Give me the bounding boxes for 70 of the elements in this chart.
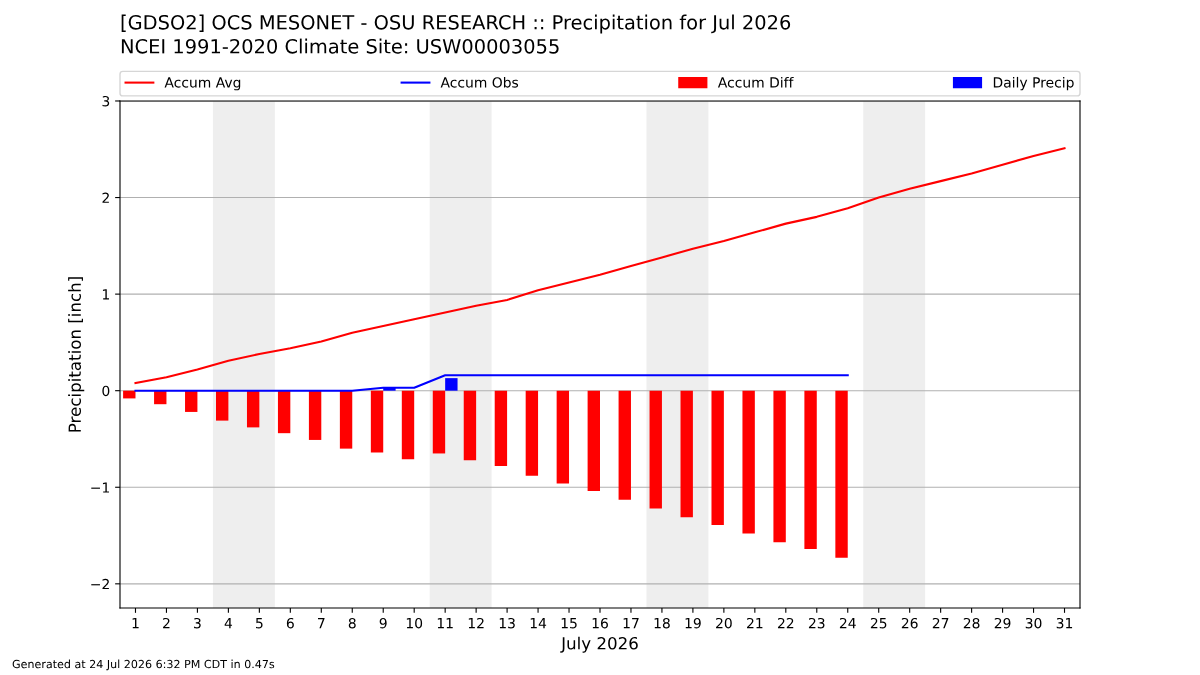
x-tick-label: 29 [994, 617, 1011, 629]
bar [432, 390, 446, 454]
legend-label: Daily Precip [993, 76, 1074, 91]
bar [556, 390, 570, 484]
bar [649, 390, 662, 509]
x-tick-label: 16 [592, 617, 608, 629]
x-tick-label: 24 [839, 617, 856, 629]
bar [494, 390, 508, 467]
x-tick-label: 13 [499, 617, 515, 629]
x-tick-label: 10 [406, 617, 423, 629]
x-tick-label: 3 [194, 617, 201, 629]
x-tick-label: 22 [777, 617, 794, 629]
bar [680, 390, 693, 518]
bar [401, 390, 415, 460]
y-tick-label: 0 [102, 385, 110, 397]
bar [216, 390, 229, 421]
bar [246, 390, 260, 428]
y-tick-label: 3 [102, 95, 110, 107]
x-tick-label: 12 [468, 617, 484, 629]
x-tick-label: 7 [318, 618, 325, 629]
x-tick-label: 8 [348, 617, 356, 629]
x-tick-label: 11 [437, 618, 453, 629]
x-tick-label: 23 [808, 617, 825, 629]
bar [742, 390, 755, 534]
x-tick-label: 26 [901, 617, 918, 629]
bar [185, 390, 198, 412]
y-tick-label: −1 [91, 482, 109, 493]
x-tick-label: 20 [716, 617, 732, 629]
x-axis-title: July 2026 [560, 636, 638, 653]
x-tick-label: 25 [870, 617, 887, 629]
bar [277, 390, 291, 434]
bar [445, 378, 458, 391]
chart-title: [GDSO2] OCS MESONET - OSU RESEARCH :: Precipitation for Jul 2026 [121, 14, 791, 34]
x-tick-label: 30 [1025, 617, 1042, 629]
x-tick-label: 21 [747, 617, 763, 629]
y-tick-label: −2 [91, 578, 109, 590]
bar [463, 390, 477, 461]
x-tick-label: 6 [286, 617, 294, 629]
bar [804, 390, 817, 550]
text: Generated at 24 Jul 2026 6:32 PM CDT in 0.47s [12, 659, 275, 671]
legend-label: Accum Diff [717, 76, 794, 88]
y-axis-title: Precipitation [inch] [68, 277, 85, 432]
x-tick-label: 19 [685, 617, 701, 629]
y-tick-label: 1 [102, 289, 109, 300]
x-tick-label: 4 [224, 618, 233, 629]
x-tick-label: 9 [379, 617, 387, 629]
legend-label: Accum Avg [164, 77, 241, 91]
x-tick-label: 28 [963, 617, 980, 629]
x-tick-label: 5 [256, 618, 263, 629]
bar [618, 390, 631, 500]
bar [370, 390, 384, 453]
bar [587, 390, 600, 492]
bar [308, 390, 322, 440]
chart-subtitle: NCEI 1991-2020 Climate Site: USW00003055 [121, 38, 559, 54]
x-tick-label: 27 [932, 617, 949, 629]
bar [773, 390, 786, 543]
x-tick-label: 1 [132, 618, 139, 629]
x-tick-label: 14 [530, 618, 547, 629]
bar [525, 390, 539, 476]
y-tick-label: 2 [102, 192, 109, 203]
legend-label: Accum Obs [440, 76, 519, 88]
x-tick-label: 17 [623, 618, 639, 629]
line-series [134, 147, 1066, 384]
bar [835, 390, 848, 558]
x-tick-label: 18 [654, 617, 670, 629]
x-tick-label: 31 [1056, 617, 1073, 629]
bar [339, 390, 353, 449]
bar [711, 390, 724, 525]
x-tick-label: 2 [163, 617, 170, 629]
x-tick-label: 15 [561, 618, 577, 629]
